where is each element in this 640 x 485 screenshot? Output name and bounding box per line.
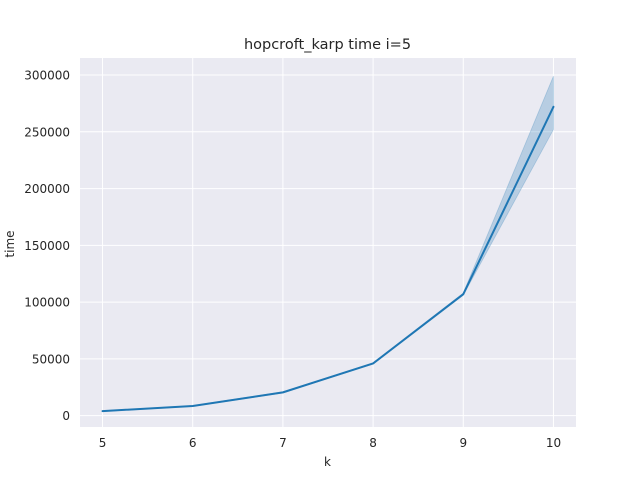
x-tick-label: 8	[369, 436, 377, 450]
grid-lines	[80, 58, 576, 427]
y-tick-label: 0	[62, 409, 70, 423]
series-lines	[101, 105, 555, 413]
y-tick-labels: 0 50000 100000 150000 200000 250000 300000	[24, 69, 70, 424]
y-tick-label: 150000	[24, 239, 70, 253]
x-tick-label: 7	[279, 436, 287, 450]
y-axis-label: time	[3, 230, 17, 257]
x-tick-label: 5	[99, 436, 107, 450]
y-tick-label: 300000	[24, 69, 70, 83]
x-tick-label: 9	[459, 436, 467, 450]
y-tick-label: 50000	[32, 352, 70, 366]
y-tick-label: 250000	[24, 125, 70, 139]
y-tick-label: 100000	[24, 296, 70, 310]
x-tick-label: 10	[546, 436, 561, 450]
x-tick-label: 6	[189, 436, 197, 450]
series-line	[101, 105, 555, 413]
plot-area	[80, 58, 576, 427]
chart-title: hopcroft_karp time i=5	[244, 37, 411, 53]
x-tick-labels: 5 6 7 8 9 10	[99, 436, 561, 450]
x-axis-label: k	[324, 455, 331, 469]
y-tick-label: 200000	[24, 182, 70, 196]
